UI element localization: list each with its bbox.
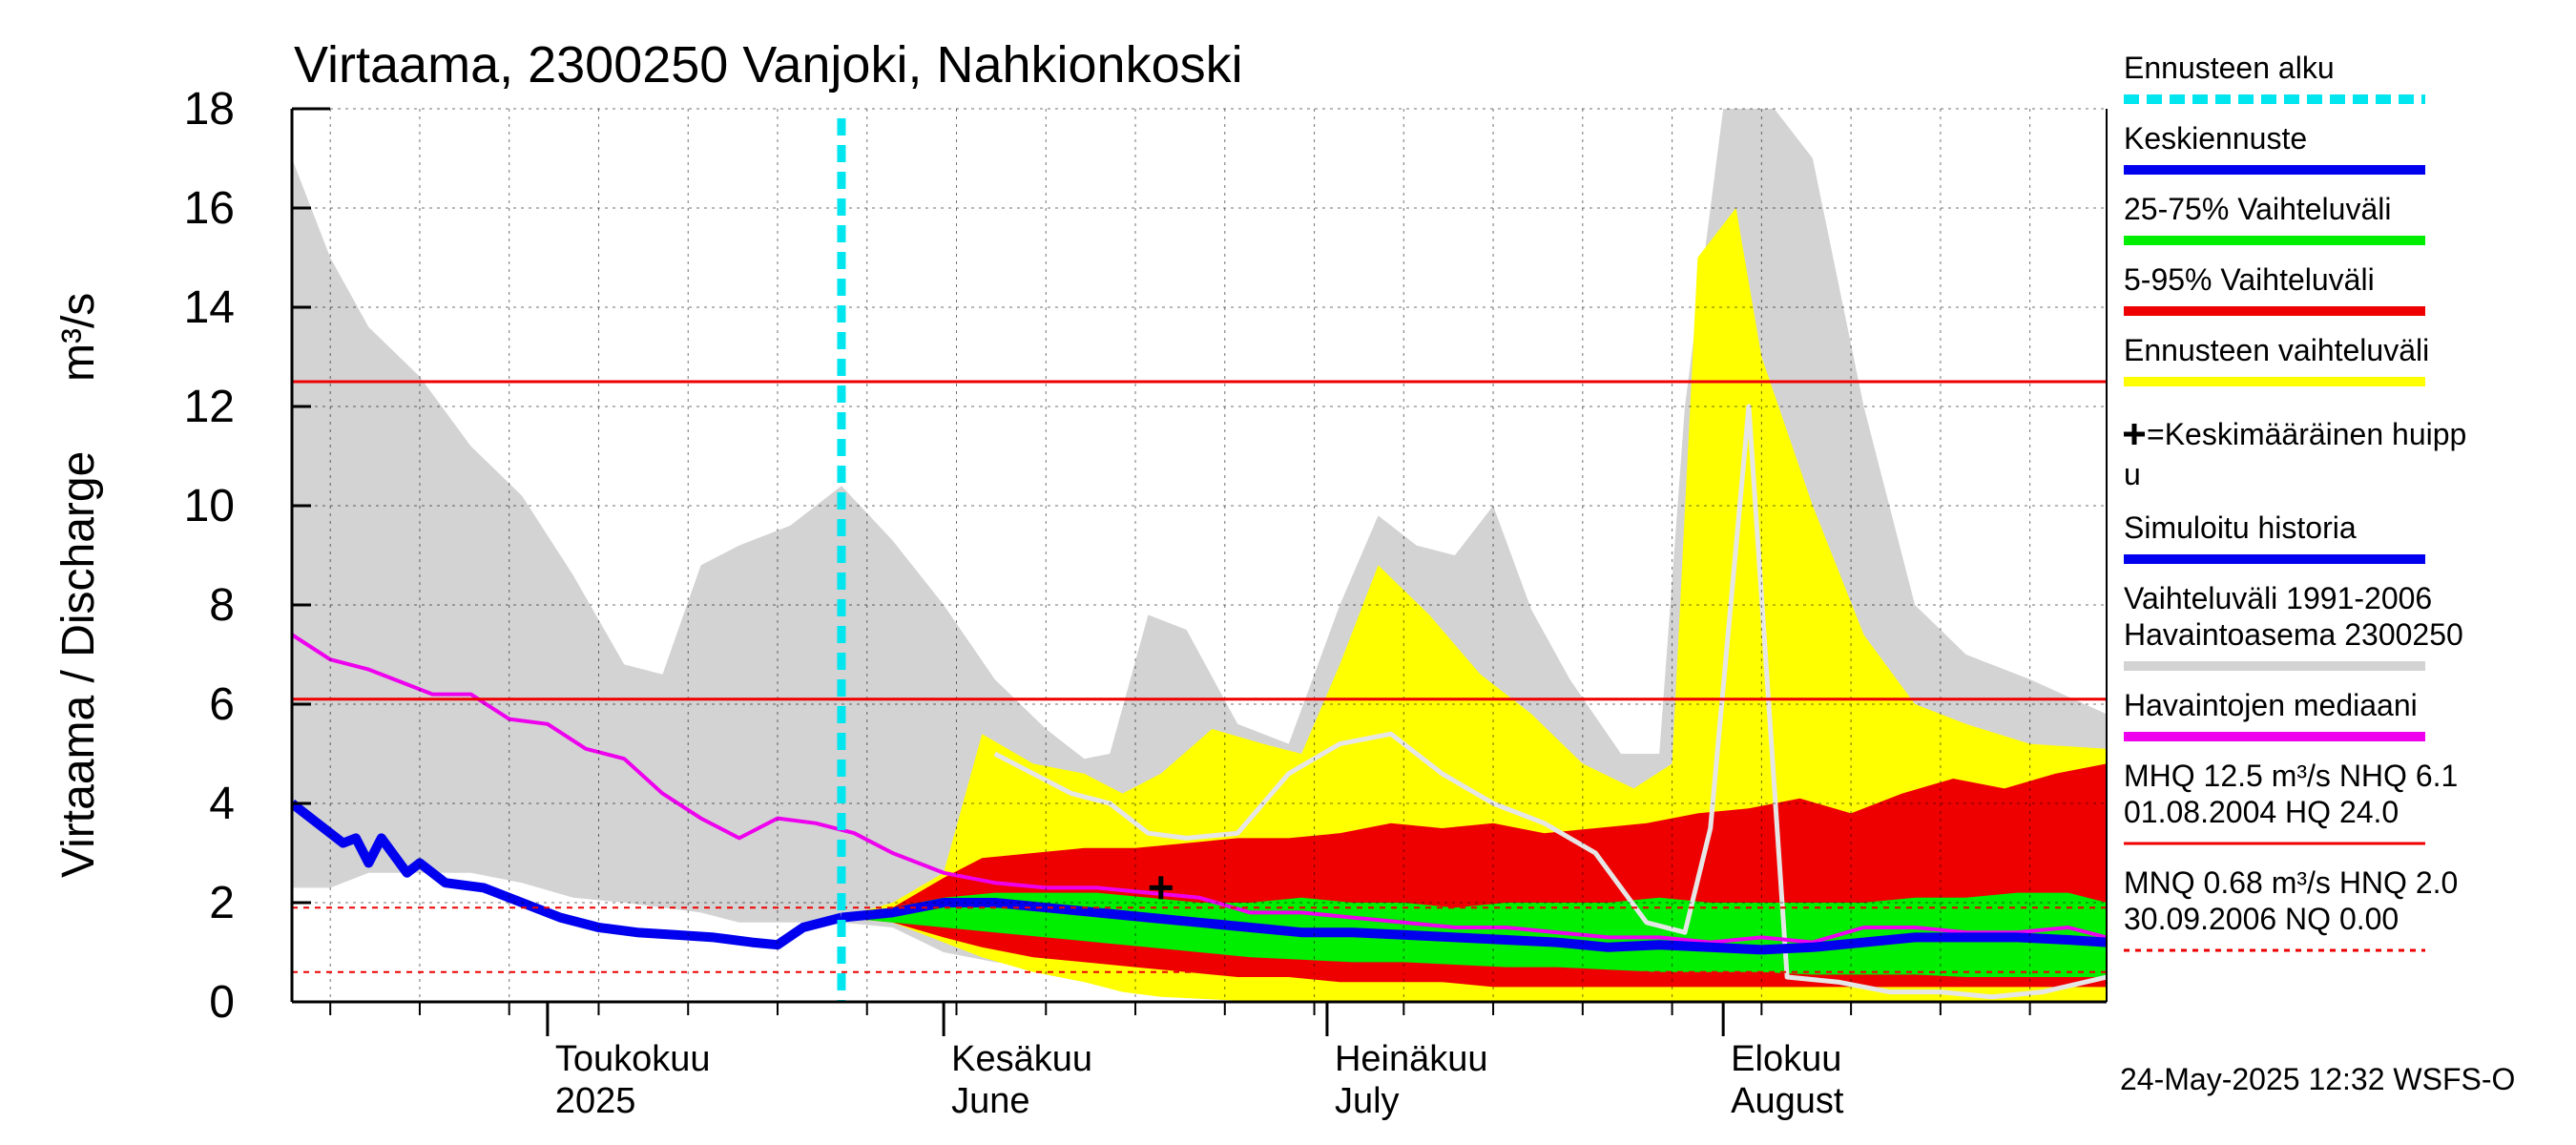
simulated-history-line: [292, 800, 843, 950]
y-tick-labels: 0 2 4 6 8 10 12 14 16 18: [184, 84, 311, 1028]
chart-title: Virtaama, 2300250 Vanjoki, Nahkionkoski: [294, 36, 1243, 94]
legend-label: Ennusteen vaihteluväli: [2124, 333, 2429, 367]
gridlines: [292, 108, 2107, 1003]
y-tick-label: 12: [184, 382, 235, 432]
month-label: Kesäkuu: [951, 1039, 1092, 1079]
legend-label-secondary: Havaintoasema 2300250: [2124, 617, 2463, 652]
average-peak-marker: [1149, 876, 1173, 900]
legend-label: MNQ 0.68 m³/s HNQ 2.0: [2124, 865, 2458, 900]
legend-label: Ennusteen alku: [2124, 51, 2335, 85]
y-axis-label: Virtaama / Discharge: [53, 451, 104, 878]
month-label: Heinäkuu: [1335, 1039, 1488, 1079]
month-label: Toukokuu: [555, 1039, 711, 1079]
month-label-secondary: June: [951, 1081, 1029, 1121]
median-line: [292, 633, 2107, 945]
legend-label: Simuloitu historia: [2124, 510, 2357, 545]
y-tick-label: 0: [209, 977, 235, 1028]
y-tick-label: 18: [184, 84, 235, 135]
timestamp: 24-May-2025 12:32 WSFS-O: [2120, 1062, 2515, 1096]
legend-label-secondary: 30.09.2006 NQ 0.00: [2124, 902, 2399, 936]
y-tick-label: 10: [184, 481, 235, 531]
y-tick-label: 6: [209, 679, 235, 730]
legend-label: MHQ 12.5 m³/s NHQ 6.1: [2124, 759, 2458, 793]
legend-label: 25-75% Vaihteluväli: [2124, 192, 2391, 226]
y-tick-label: 4: [209, 779, 235, 829]
legend-label: 5-95% Vaihteluväli: [2124, 262, 2375, 297]
y-tick-label: 16: [184, 183, 235, 234]
y-tick-label: 8: [209, 580, 235, 631]
legend-label-secondary: u: [2124, 457, 2141, 491]
historical-range-band: [292, 109, 2107, 988]
month-label-secondary: 2025: [555, 1081, 636, 1121]
legend-label-secondary: 01.08.2004 HQ 24.0: [2124, 795, 2399, 829]
month-label-secondary: July: [1335, 1081, 1400, 1121]
forecast-mean-line: [841, 898, 2107, 955]
y-tick-label: 14: [184, 282, 235, 333]
series-group: [292, 109, 2107, 1002]
legend-label: =Keskimääräinen huipp: [2147, 417, 2466, 451]
historical-light-line: [993, 404, 2107, 1000]
month-label-secondary: August: [1731, 1081, 1844, 1121]
y-axis-unit: m³/s: [53, 293, 104, 382]
plot-area: [290, 107, 2108, 1004]
y-tick-label: 2: [209, 878, 235, 928]
legend: Ennusteen alku Keskiennuste 25-75% Vaihtel…: [2124, 51, 2466, 952]
legend-label: Keskiennuste: [2124, 121, 2307, 156]
legend-label: Havaintojen mediaani: [2124, 688, 2418, 722]
month-label: Elokuu: [1731, 1039, 1841, 1079]
legend-label: Vaihteluväli 1991-2006: [2124, 581, 2432, 615]
legend-plus-icon: [2124, 424, 2145, 445]
